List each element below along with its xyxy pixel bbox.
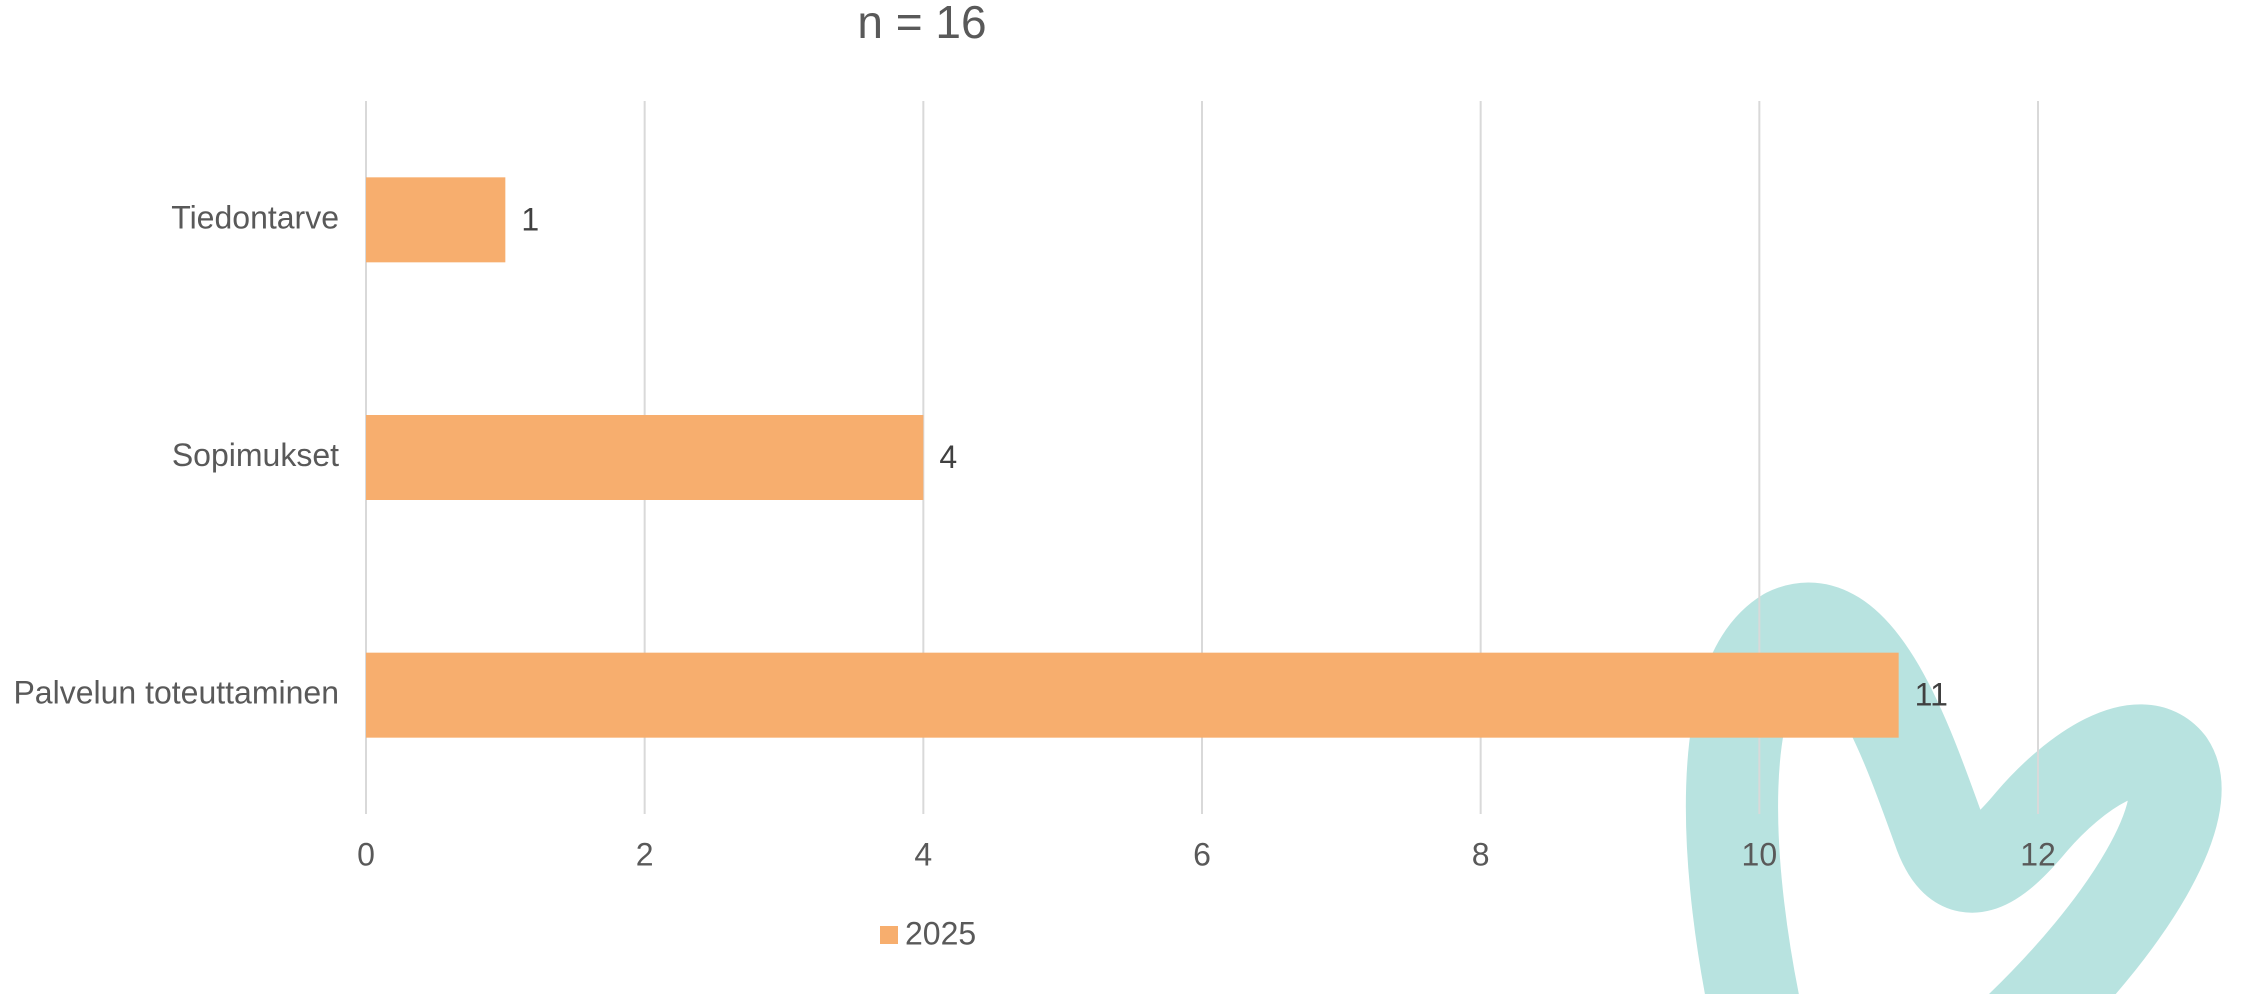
x-tick-label: 4: [914, 836, 932, 872]
x-tick-label: 12: [2020, 836, 2056, 872]
legend-label: 2025: [905, 915, 976, 951]
x-tick-label: 0: [357, 836, 375, 872]
bar: [366, 177, 506, 263]
y-tick-label: Palvelun toteuttaminen: [13, 675, 339, 711]
y-tick-label: Tiedontarve: [171, 199, 339, 235]
chart-title: n = 16: [857, 0, 986, 48]
x-tick-label: 10: [1742, 836, 1778, 872]
x-tick-label: 2: [636, 836, 654, 872]
x-tick-label: 8: [1472, 836, 1490, 872]
plot-area: 0 2 4 6 8 10 12 Tiedontarve Sopimukset Palvelun t…: [13, 101, 2056, 951]
x-tick-label: 6: [1193, 836, 1211, 872]
data-label: 1: [521, 201, 539, 237]
y-tick-label: Sopimukset: [172, 437, 339, 473]
legend-swatch: [880, 926, 898, 944]
bar: [366, 415, 924, 500]
bar: [366, 652, 1899, 738]
data-label: 11: [1915, 677, 1948, 713]
data-label: 4: [939, 439, 957, 475]
